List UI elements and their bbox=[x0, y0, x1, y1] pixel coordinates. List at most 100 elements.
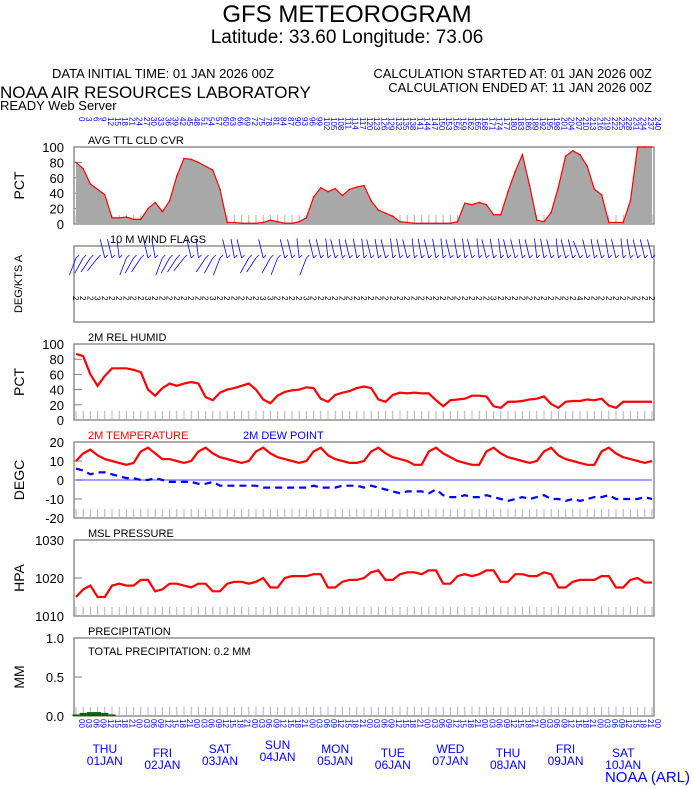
wind-barb bbox=[476, 238, 480, 259]
wind-barb bbox=[186, 239, 192, 259]
wind-speed-label: 2 bbox=[431, 296, 440, 301]
wind-barb bbox=[453, 238, 458, 259]
wind-speed-label: 2 bbox=[309, 296, 318, 301]
wind-barb-flag bbox=[601, 254, 605, 259]
wind-barb-flag bbox=[622, 254, 627, 259]
wind-barb bbox=[361, 238, 365, 259]
wind-barb-flag bbox=[450, 254, 454, 259]
wind-barb-flag bbox=[90, 254, 94, 259]
forecast-hour-label: 63 bbox=[228, 117, 237, 126]
utc-hour-label: 03 bbox=[142, 719, 151, 728]
wind-barb bbox=[167, 257, 178, 273]
forecast-hour-label: 114 bbox=[351, 117, 360, 130]
utc-hour-label: 21 bbox=[243, 719, 252, 728]
panel-frame bbox=[73, 343, 655, 421]
wind-barb bbox=[119, 257, 127, 276]
wind-barb-flag bbox=[82, 254, 87, 259]
wind-speed-label: 3 bbox=[489, 296, 498, 301]
y-tick-label: 40 bbox=[50, 186, 64, 201]
utc-hour-label: 09 bbox=[559, 719, 568, 728]
wind-speed-label: 2 bbox=[107, 296, 116, 301]
wind-speed-label: 2 bbox=[633, 296, 642, 301]
forecast-hour-label: 90 bbox=[293, 117, 302, 126]
panel-title-2: 2M DEW POINT bbox=[243, 430, 324, 442]
wind-speed-label: 2 bbox=[323, 296, 332, 301]
wind-barb bbox=[116, 238, 120, 259]
utc-hour-label: 15 bbox=[113, 719, 122, 728]
wind-barb bbox=[555, 238, 559, 259]
forecast-hour-label: 45 bbox=[185, 117, 194, 126]
wind-barb-flag bbox=[111, 254, 116, 259]
wind-barb-flag bbox=[529, 254, 533, 259]
forecast-hour-label: 105 bbox=[329, 117, 338, 131]
forecast-hour-label: 165 bbox=[473, 117, 482, 131]
day-label-dow: FRI bbox=[556, 742, 575, 756]
panel-title: PRECIPITATION bbox=[88, 626, 171, 638]
utc-hour-label: 21 bbox=[531, 719, 540, 728]
wind-barb bbox=[402, 239, 408, 259]
wind-barb bbox=[604, 238, 610, 259]
wind-barb bbox=[560, 239, 566, 259]
y-axis-label: PCT bbox=[11, 368, 27, 396]
day-label-dow: TUE bbox=[381, 746, 405, 760]
y-tick-label: 100 bbox=[42, 140, 64, 155]
utc-hour-label: 18 bbox=[639, 719, 648, 728]
day-label-date: 05JAN bbox=[317, 754, 353, 768]
wind-speed-label: 3 bbox=[143, 296, 152, 301]
y-tick-label: 0.0 bbox=[46, 709, 64, 724]
wind-barb-flag bbox=[248, 254, 253, 259]
wind-barb-flag bbox=[406, 254, 411, 259]
wind-barb-flag bbox=[190, 254, 195, 259]
wind-barb-flag bbox=[363, 254, 368, 259]
day-label-dow: SAT bbox=[612, 746, 635, 760]
wind-speed-label: 2 bbox=[582, 296, 591, 301]
y-tick-label: 10 bbox=[50, 454, 64, 469]
forecast-hour-label: 195 bbox=[545, 117, 554, 131]
utc-hour-label: 06 bbox=[379, 719, 388, 728]
forecast-hour-label: 132 bbox=[394, 117, 403, 131]
wind-barb bbox=[582, 239, 588, 259]
location: Latitude: 33.60 Longitude: 73.06 bbox=[211, 27, 484, 48]
panel-precipitation: MM PRECIPITATION TOTAL PRECIPITATION: 0.2 … bbox=[11, 626, 655, 724]
forecast-hour-label: 138 bbox=[408, 117, 417, 131]
utc-hour-label: 03 bbox=[487, 719, 496, 728]
wind-barb bbox=[481, 239, 487, 259]
forecast-hour-label: 102 bbox=[322, 117, 331, 131]
utc-hour-label: 00 bbox=[192, 719, 201, 728]
utc-hour-label: 21 bbox=[415, 719, 424, 728]
wind-barb-flag bbox=[234, 254, 238, 259]
wind-barb bbox=[411, 238, 415, 259]
wind-speed-label: 2 bbox=[193, 296, 202, 301]
wind-barb bbox=[590, 238, 595, 259]
wind-speed-label: 2 bbox=[280, 296, 289, 301]
utc-hour-label: 18 bbox=[351, 719, 360, 728]
forecast-hour-label: 75 bbox=[257, 117, 266, 126]
wind-barb bbox=[236, 239, 242, 259]
wind-barb bbox=[80, 257, 91, 273]
wind-speed-label: 2 bbox=[294, 296, 303, 301]
series-line-2m-temperature bbox=[75, 446, 653, 466]
wind-barb-flag bbox=[277, 254, 281, 259]
wind-barb bbox=[546, 239, 552, 259]
wind-barb-flag bbox=[507, 254, 512, 259]
forecast-hour-label: 123 bbox=[372, 117, 381, 131]
wind-barb bbox=[74, 257, 84, 274]
utc-hour-label: 09 bbox=[502, 719, 511, 728]
utc-hour-label: 06 bbox=[91, 719, 100, 728]
wind-barb-flag bbox=[147, 254, 152, 259]
utc-hour-label: 12 bbox=[336, 719, 345, 728]
forecast-hour-label: 12 bbox=[106, 117, 115, 126]
utc-hour-label: 21 bbox=[185, 719, 194, 728]
day-label-date: 10JAN bbox=[605, 758, 641, 772]
utc-hour-label: 21 bbox=[588, 719, 597, 728]
forecast-hour-label: 222 bbox=[610, 117, 619, 131]
wind-speed-label: 2 bbox=[395, 296, 404, 301]
y-tick-label: 1.0 bbox=[46, 631, 64, 646]
wind-speed-label: 2 bbox=[244, 296, 253, 301]
wind-barb-flag bbox=[414, 254, 418, 259]
server-name: READY Web Server bbox=[0, 98, 117, 113]
utc-hour-label: 15 bbox=[228, 719, 237, 728]
wind-barb-flag bbox=[205, 254, 209, 259]
wind-barb bbox=[299, 257, 307, 276]
